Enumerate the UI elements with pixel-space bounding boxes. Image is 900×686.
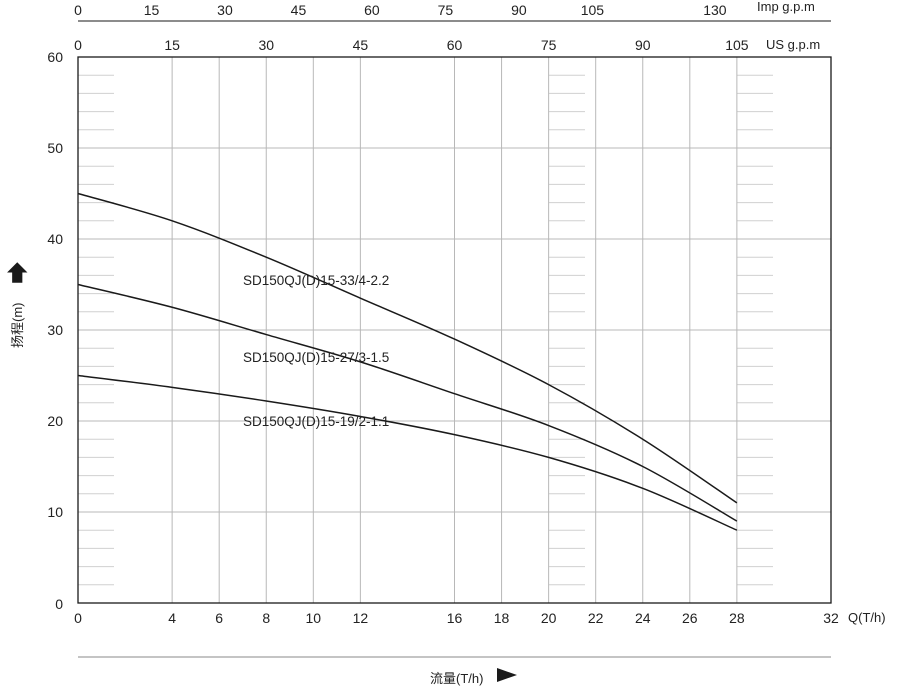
imp-tick-label: 30 xyxy=(217,2,233,18)
imp-tick-label: 0 xyxy=(74,2,82,18)
y-tick-label: 40 xyxy=(47,231,63,247)
us-tick-label: 0 xyxy=(74,37,82,53)
x-tick-label: 0 xyxy=(74,610,82,626)
x-tick-label: 4 xyxy=(168,610,176,626)
gridlines xyxy=(78,57,831,603)
curve-series-0 xyxy=(77,192,738,504)
x-tick-label: 22 xyxy=(588,610,604,626)
x-tick-label: 10 xyxy=(306,610,322,626)
minor-gridlines xyxy=(78,74,773,586)
y-tick-label: 50 xyxy=(47,140,63,156)
y-axis-ticks: 0 10 20 30 40 50 60 xyxy=(47,49,63,612)
x-tick-label: 6 xyxy=(215,610,223,626)
imp-tick-label: 105 xyxy=(581,2,605,18)
curve-label-27: SD150QJ(D)15-27/3-1.5 xyxy=(243,350,389,365)
y-tick-label: 20 xyxy=(47,413,63,429)
imp-tick-label: 15 xyxy=(144,2,160,18)
x-tick-label: 20 xyxy=(541,610,557,626)
us-tick-label: 105 xyxy=(725,37,749,53)
arrow-up-icon xyxy=(7,262,28,283)
x-unit-label: Q(T/h) xyxy=(848,610,886,625)
imp-axis-ticks: 0 15 30 45 60 75 90 105 130 xyxy=(74,2,727,18)
x-tick-label: 32 xyxy=(823,610,839,626)
x-axis-ticks: 0 4 6 8 10 12 16 18 20 22 24 26 28 32 xyxy=(74,610,839,626)
us-tick-label: 30 xyxy=(258,37,274,53)
x-tick-label: 8 xyxy=(262,610,270,626)
curve-series-2 xyxy=(77,374,738,531)
y-tick-label: 0 xyxy=(55,596,63,612)
x-tick-label: 24 xyxy=(635,610,651,626)
us-tick-label: 60 xyxy=(447,37,463,53)
us-tick-label: 45 xyxy=(353,37,369,53)
x-tick-label: 12 xyxy=(353,610,369,626)
curve-label-33: SD150QJ(D)15-33/4-2.2 xyxy=(243,273,389,288)
y-tick-label: 10 xyxy=(47,504,63,520)
x-axis-label: 流量(T/h) xyxy=(430,671,483,686)
y-tick-label: 30 xyxy=(47,322,63,338)
imp-tick-label: 60 xyxy=(364,2,380,18)
x-tick-label: 26 xyxy=(682,610,698,626)
curve-series-1 xyxy=(77,283,738,522)
imp-tick-label: 130 xyxy=(703,2,727,18)
imp-axis-label: Imp g.p.m xyxy=(757,0,815,14)
y-axis-label: 扬程(m) xyxy=(10,303,25,349)
y-axis-title: 扬程(m) xyxy=(7,262,28,349)
us-axis-ticks: 0 15 30 45 60 75 90 105 xyxy=(74,37,749,53)
x-tick-label: 28 xyxy=(729,610,745,626)
imp-tick-label: 75 xyxy=(438,2,454,18)
x-tick-label: 16 xyxy=(447,610,463,626)
us-tick-label: 90 xyxy=(635,37,651,53)
us-tick-label: 75 xyxy=(541,37,557,53)
y-tick-label: 60 xyxy=(47,49,63,65)
x-tick-label: 18 xyxy=(494,610,510,626)
curves xyxy=(77,192,738,531)
arrow-right-icon xyxy=(497,668,517,682)
curve-label-19: SD150QJ(D)15-19/2-1.1 xyxy=(243,414,389,429)
imp-tick-label: 90 xyxy=(511,2,527,18)
imp-tick-label: 45 xyxy=(291,2,307,18)
us-axis-label: US g.p.m xyxy=(766,37,820,52)
us-tick-label: 15 xyxy=(164,37,180,53)
plot-area-frame xyxy=(77,56,832,604)
